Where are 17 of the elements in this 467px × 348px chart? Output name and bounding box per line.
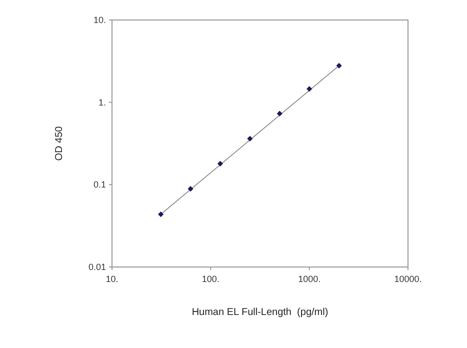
point [276, 110, 282, 116]
y-tick-label: 10. [93, 15, 106, 25]
y-tick-label: 0.1 [93, 180, 106, 190]
point [158, 211, 164, 218]
x-tick-label: 100. [202, 274, 220, 284]
point [217, 160, 224, 166]
point [306, 86, 312, 92]
point [336, 62, 342, 68]
point [247, 136, 253, 142]
y-axis-title: OD 450 [54, 126, 65, 161]
y-tick-label: 0.01 [88, 262, 106, 272]
x-axis-title: Human EL Full-Length (pg/ml) [192, 307, 328, 318]
x-tick-label: 1000. [298, 274, 321, 284]
y-tick-label: 1. [98, 97, 106, 108]
x-tick-label: 10. [106, 274, 118, 284]
x-tick-label: 10000. [394, 274, 422, 284]
point [188, 186, 194, 192]
